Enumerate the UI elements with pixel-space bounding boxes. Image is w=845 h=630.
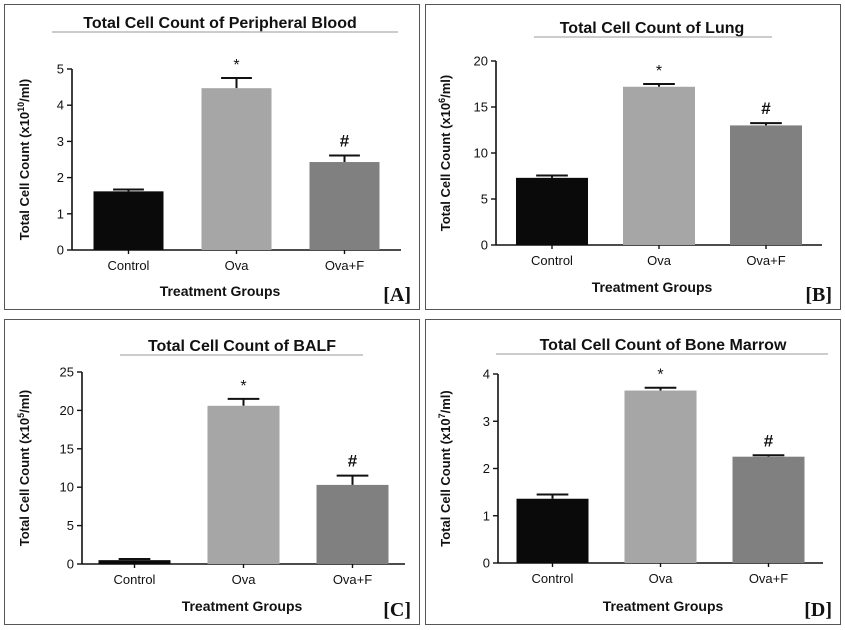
chart-title-a: Total Cell Count of Peripheral Blood bbox=[83, 15, 356, 32]
x-tick-label-b: Control bbox=[531, 253, 573, 268]
y-axis-title-exponent-a: 10 bbox=[16, 102, 26, 112]
chart-panel-a: Total Cell Count of Peripheral Blood 0 1 2 3… bbox=[4, 4, 420, 310]
y-tick-label-c: 10 bbox=[60, 480, 74, 495]
panel-label-b: [B] bbox=[805, 284, 832, 306]
bar-ova-plus-f-d bbox=[732, 456, 805, 563]
y-tick-label-d: 1 bbox=[483, 508, 490, 523]
x-axis-title-d: Treatment Groups bbox=[603, 598, 724, 614]
y-axis-title-unit-d: /ml) bbox=[438, 390, 453, 413]
y-axis-title-text-d: Total Cell Count (x10 bbox=[438, 418, 453, 546]
y-tick-label-a: 4 bbox=[57, 98, 64, 113]
y-tick-label-d: 3 bbox=[483, 414, 490, 429]
y-axis-title-b: Total Cell Count (x106/ml) bbox=[437, 75, 453, 231]
significance-asterisk-d: * bbox=[657, 367, 663, 384]
y-tick-label-c: 20 bbox=[60, 403, 74, 418]
x-tick-label-d: Control bbox=[532, 571, 574, 586]
chart-b-svg: Total Cell Count of Lung 0 5 10 15 20 Total Ce… bbox=[437, 20, 832, 306]
y-tick-label-c: 25 bbox=[60, 365, 74, 380]
y-tick-label-a: 5 bbox=[57, 62, 64, 77]
x-tick-label-a: Ova bbox=[225, 258, 250, 273]
significance-asterisk-c: * bbox=[240, 378, 246, 395]
y-axis-title-exponent-c: 5 bbox=[16, 413, 26, 418]
chart-panel-d: Total Cell Count of Bone Marrow 0 1 2 3 4 Tota… bbox=[425, 319, 841, 625]
y-axis-title-text-b: Total Cell Count (x10 bbox=[438, 103, 453, 231]
significance-asterisk-b: * bbox=[656, 63, 662, 80]
panel-label-d: [D] bbox=[804, 599, 832, 621]
bar-ova-a bbox=[201, 88, 272, 250]
x-tick-label-b: Ova+F bbox=[746, 253, 785, 268]
significance-hash-a: # bbox=[340, 132, 350, 151]
y-tick-label-a: 0 bbox=[57, 243, 64, 258]
x-tick-label-a: Ova+F bbox=[325, 258, 364, 273]
chart-c-svg: Total Cell Count of BALF 0 5 10 15 20 25 Total … bbox=[16, 338, 411, 621]
x-tick-label-a: Control bbox=[108, 258, 150, 273]
y-tick-label-d: 2 bbox=[483, 461, 490, 476]
significance-asterisk-a: * bbox=[233, 57, 239, 74]
bar-ova-plus-f-c bbox=[316, 484, 389, 564]
y-tick-label-d: 0 bbox=[483, 556, 490, 571]
x-tick-label-d: Ova+F bbox=[749, 571, 788, 586]
y-tick-label-b: 0 bbox=[481, 238, 488, 253]
y-axis-title-unit-a: /ml) bbox=[17, 79, 32, 102]
bar-ova-b bbox=[623, 86, 695, 245]
y-axis-title-unit-c: /ml) bbox=[17, 390, 32, 413]
bar-ova-c bbox=[207, 405, 280, 564]
chart-title-c: Total Cell Count of BALF bbox=[148, 338, 336, 355]
y-tick-label-c: 5 bbox=[67, 518, 74, 533]
y-axis-title-unit-b: /ml) bbox=[438, 75, 453, 98]
bar-control-a bbox=[93, 191, 164, 250]
y-tick-label-b: 5 bbox=[481, 192, 488, 207]
chart-d-svg: Total Cell Count of Bone Marrow 0 1 2 3 4 Tota… bbox=[437, 337, 832, 621]
y-tick-label-a: 1 bbox=[57, 206, 64, 221]
chart-title-d: Total Cell Count of Bone Marrow bbox=[540, 337, 787, 354]
bar-control-c bbox=[98, 560, 171, 564]
x-axis-title-a: Treatment Groups bbox=[160, 283, 281, 299]
bar-control-d bbox=[516, 498, 589, 563]
x-tick-label-d: Ova bbox=[649, 571, 674, 586]
y-tick-label-b: 20 bbox=[474, 54, 488, 69]
chart-panel-b: Total Cell Count of Lung 0 5 10 15 20 Total Ce… bbox=[425, 4, 841, 310]
y-tick-label-a: 2 bbox=[57, 170, 64, 185]
y-axis-title-a: Total Cell Count (x1010/ml) bbox=[16, 79, 32, 240]
x-tick-label-b: Ova bbox=[647, 253, 672, 268]
y-axis-title-text-c: Total Cell Count (x10 bbox=[17, 418, 32, 546]
x-tick-label-c: Control bbox=[114, 572, 156, 587]
significance-hash-c: # bbox=[348, 452, 358, 471]
y-tick-label-b: 15 bbox=[474, 100, 488, 115]
x-axis-title-c: Treatment Groups bbox=[182, 598, 303, 614]
x-tick-label-c: Ova bbox=[232, 572, 257, 587]
y-axis-title-exponent-d: 7 bbox=[437, 413, 447, 418]
panel-label-c: [C] bbox=[383, 599, 411, 621]
y-tick-label-d: 4 bbox=[483, 367, 490, 382]
y-tick-label-a: 3 bbox=[57, 134, 64, 149]
y-axis-title-text-a: Total Cell Count (x10 bbox=[17, 112, 32, 240]
x-tick-label-c: Ova+F bbox=[333, 572, 372, 587]
bar-ova-plus-f-a bbox=[309, 162, 380, 250]
y-tick-label-c: 0 bbox=[67, 557, 74, 572]
significance-hash-b: # bbox=[761, 99, 771, 118]
y-axis-title-exponent-b: 6 bbox=[437, 98, 447, 103]
bar-control-b bbox=[516, 177, 588, 245]
y-axis-title-d: Total Cell Count (x107/ml) bbox=[437, 390, 453, 546]
x-axis-title-b: Treatment Groups bbox=[592, 279, 713, 295]
y-axis-title-c: Total Cell Count (x105/ml) bbox=[16, 390, 32, 546]
panel-label-a: [A] bbox=[383, 284, 411, 306]
y-tick-label-c: 15 bbox=[60, 441, 74, 456]
chart-panel-c: Total Cell Count of BALF 0 5 10 15 20 25 Total … bbox=[4, 319, 420, 625]
significance-hash-d: # bbox=[764, 431, 774, 450]
y-tick-label-b: 10 bbox=[474, 146, 488, 161]
bar-ova-d bbox=[624, 390, 697, 563]
chart-title-b: Total Cell Count of Lung bbox=[560, 20, 745, 37]
chart-a-svg: Total Cell Count of Peripheral Blood 0 1 2 3… bbox=[16, 15, 411, 306]
bar-ova-plus-f-b bbox=[730, 125, 802, 245]
